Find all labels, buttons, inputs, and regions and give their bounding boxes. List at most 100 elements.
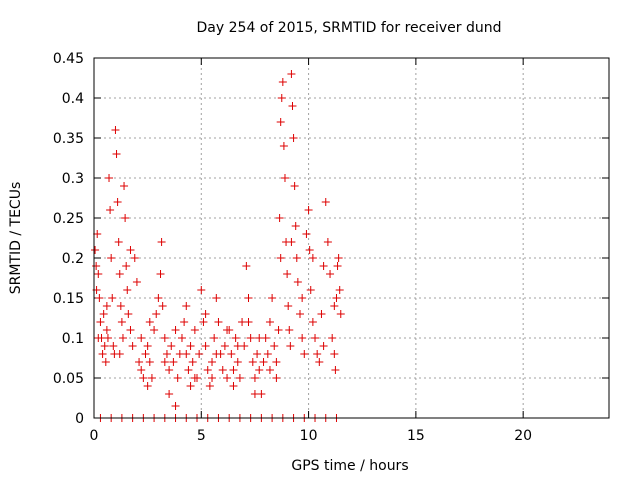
data-point <box>319 342 328 350</box>
data-point <box>210 334 219 342</box>
data-point <box>287 238 296 246</box>
data-point <box>94 334 103 342</box>
chart-title: Day 254 of 2015, SRMTID for receiver dun… <box>197 20 502 36</box>
data-point <box>220 342 229 350</box>
data-point <box>111 126 120 134</box>
data-point <box>177 334 186 342</box>
data-point <box>147 374 156 382</box>
data-point <box>290 182 299 190</box>
y-tick-label: 0.25 <box>53 211 84 227</box>
data-point <box>255 334 264 342</box>
data-point <box>259 358 268 366</box>
data-point <box>233 358 242 366</box>
data-point <box>100 342 109 350</box>
data-point <box>108 294 117 302</box>
y-tick-label: 0.4 <box>62 91 84 107</box>
data-point <box>311 334 320 342</box>
data-point <box>330 302 339 310</box>
data-point <box>244 318 253 326</box>
data-point <box>298 334 307 342</box>
data-point <box>302 230 311 238</box>
data-point <box>277 94 286 102</box>
axis-ticks: 0 0.05 0.1 0.15 0.2 0.25 0.3 0.35 0.4 0.45 0 5 10 15 2… <box>53 51 609 444</box>
data-point <box>285 326 294 334</box>
data-point <box>101 358 110 366</box>
data-point <box>115 350 124 358</box>
data-point <box>205 382 214 390</box>
data-point <box>118 334 127 342</box>
data-point <box>145 358 154 366</box>
data-point <box>154 294 163 302</box>
data-point <box>186 382 195 390</box>
data-point <box>278 78 287 86</box>
data-point <box>332 294 341 302</box>
data-point <box>308 318 317 326</box>
data-point <box>113 198 122 206</box>
data-point <box>184 366 193 374</box>
data-point <box>156 270 165 278</box>
data-point <box>323 238 332 246</box>
data-point <box>248 358 257 366</box>
data-point <box>308 254 317 262</box>
data-point <box>160 334 169 342</box>
data-point <box>105 174 114 182</box>
data-point <box>137 366 146 374</box>
x-axis-label: GPS time / hours <box>291 458 408 474</box>
data-point <box>126 326 135 334</box>
data-point <box>218 366 227 374</box>
data-point <box>250 374 259 382</box>
data-point <box>231 334 240 342</box>
data-point <box>160 358 169 366</box>
data-point <box>143 342 152 350</box>
data-point <box>300 350 309 358</box>
data-point <box>135 358 144 366</box>
data-point <box>180 318 189 326</box>
data-point <box>165 390 174 398</box>
data-point <box>319 262 328 270</box>
data-point <box>171 326 180 334</box>
data-point <box>334 254 343 262</box>
data-point <box>199 318 208 326</box>
data-point <box>233 342 242 350</box>
data-point <box>289 134 298 142</box>
data-point <box>130 254 139 262</box>
data-point <box>298 294 307 302</box>
data-point <box>242 262 251 270</box>
x-tick-label: 5 <box>197 428 206 444</box>
data-point <box>98 350 107 358</box>
data-point <box>91 246 100 254</box>
data-point <box>182 350 191 358</box>
y-tick-label: 0.1 <box>62 331 84 347</box>
data-point <box>272 358 281 366</box>
data-point <box>182 302 191 310</box>
data-point <box>272 374 281 382</box>
data-point <box>293 278 302 286</box>
data-point <box>313 350 322 358</box>
data-point <box>244 294 253 302</box>
y-tick-label: 0.3 <box>62 171 84 187</box>
data-point <box>186 342 195 350</box>
y-tick-label: 0.15 <box>53 291 84 307</box>
data-point <box>335 286 344 294</box>
data-point <box>120 182 129 190</box>
data-point <box>212 350 221 358</box>
data-point <box>306 286 315 294</box>
data-point <box>268 294 277 302</box>
data-point <box>227 350 236 358</box>
data-point <box>112 150 121 158</box>
data-point <box>283 270 292 278</box>
data-point <box>270 342 279 350</box>
data-point <box>201 310 210 318</box>
data-point <box>93 230 102 238</box>
data-point <box>229 366 238 374</box>
data-point <box>169 358 178 366</box>
data-point <box>122 262 131 270</box>
data-point <box>188 358 197 366</box>
data-point <box>280 174 289 182</box>
data-point <box>250 390 259 398</box>
data-point <box>253 350 262 358</box>
data-point <box>92 262 101 270</box>
data-point <box>229 382 238 390</box>
x-tick-label: 20 <box>514 428 532 444</box>
